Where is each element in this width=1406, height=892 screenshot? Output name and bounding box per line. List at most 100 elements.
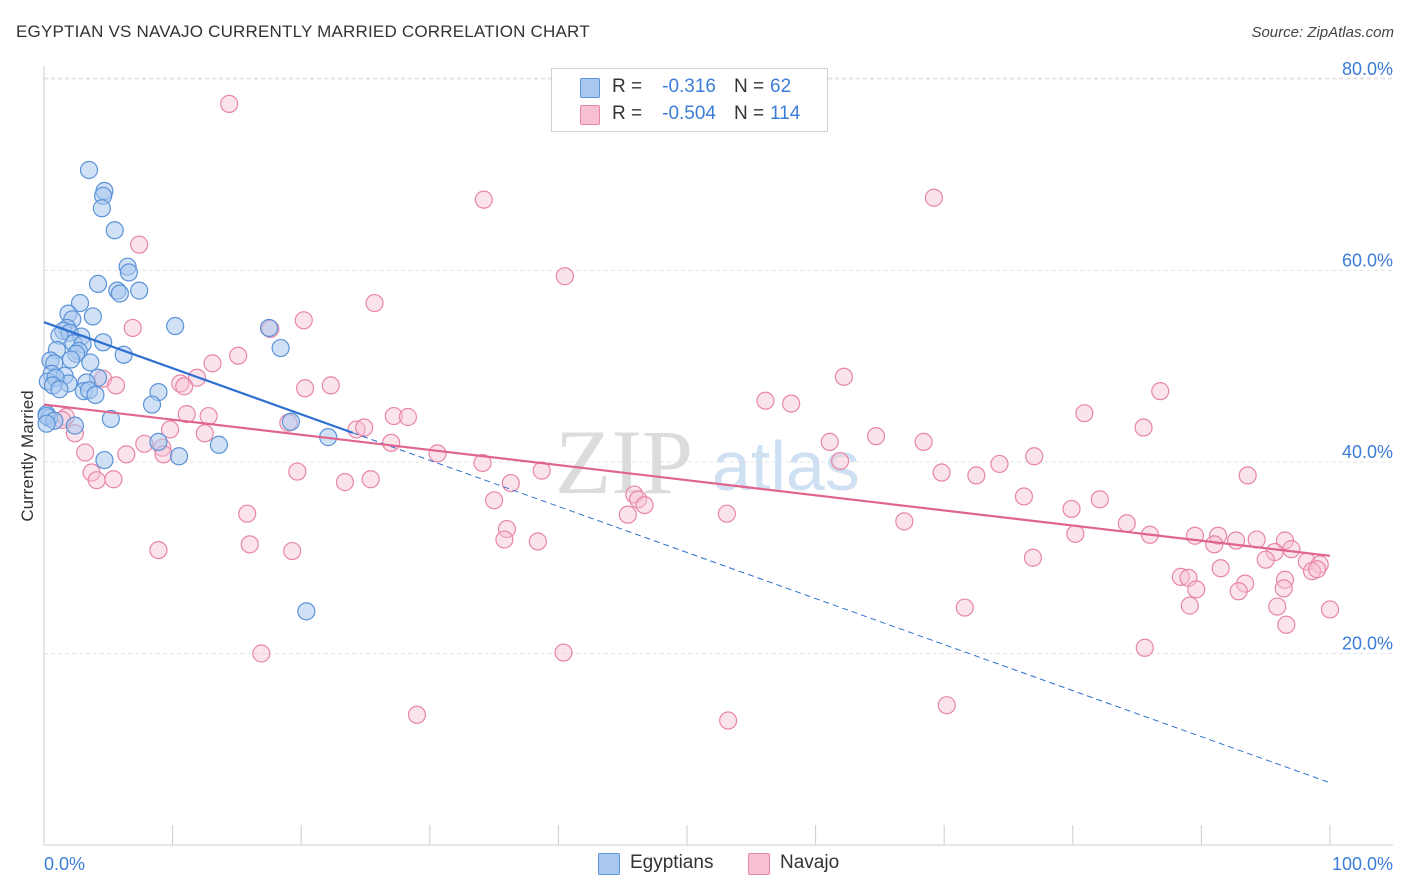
navajo-point [719,711,738,730]
navajo-point [288,462,307,481]
navajo-point [1256,550,1275,569]
navajo-swatch [580,105,600,125]
egyptians-point [281,412,301,431]
n-label: N = [734,76,765,97]
navajo-point [955,598,974,617]
navajo-point [1268,597,1287,616]
navajo-point [495,530,514,549]
navajo-point [967,466,986,485]
egyptians-point [166,316,185,336]
egyptians-point [105,221,124,240]
egyptians-point [81,353,100,372]
trend-layer [43,321,1331,784]
watermark-zip: ZIP [555,411,693,513]
navajo-point [240,535,259,554]
navajo-point [1025,447,1044,466]
grid-layer [44,77,1393,654]
navajo-point [106,376,126,395]
navajo-point [335,473,355,492]
navajo-point [365,293,384,313]
navajo-point [123,318,142,338]
egyptians-swatch [580,78,600,98]
navajo-point [76,443,95,462]
navajo-point [1205,535,1224,554]
egyptians-points [37,160,338,621]
navajo-point [252,644,271,663]
egyptians-point [259,318,279,338]
navajo-point [1066,524,1085,543]
navajo-point [834,367,853,386]
egyptians-point [169,447,189,466]
egyptians-point [83,307,102,326]
egyptians-trend-line [43,321,354,434]
egyptians-point [65,416,84,435]
navajo-point [229,346,248,365]
axis-layer: 20.0% 40.0% 60.0% 80.0% 0.0% 100.0% [43,59,1393,874]
navajo-point [1274,579,1293,598]
navajo-point [428,444,447,463]
navajo-point [1180,596,1199,615]
navajo-point [1308,560,1327,579]
navajo-point [1277,615,1296,634]
navajo-trend-line [43,403,1331,557]
navajo-point [1117,514,1136,533]
y-tick-label: 40.0% [1342,442,1393,462]
x-tick-label: 100.0% [1332,854,1393,874]
navajo-point [294,311,313,330]
navajo-point [1320,600,1340,619]
egyptians-legend-swatch [598,853,620,875]
navajo-point [782,394,801,413]
navajo-point [635,495,654,515]
navajo-point [717,504,736,523]
n-label: N = [734,103,765,124]
navajo-point [1171,567,1190,587]
r-value: -0.504 [662,103,716,124]
navajo-point [321,376,340,395]
navajo-point [220,94,239,113]
navajo-point [501,473,520,493]
navajo-point [554,643,573,662]
navajo-legend-swatch [748,853,770,875]
navajo-point [914,432,933,451]
y-tick-label: 60.0% [1342,251,1393,271]
navajo-point [555,267,574,286]
n-value: 62 [770,76,792,97]
egyptians-point [209,435,228,454]
navajo-point [203,354,222,373]
egyptians-point [50,380,69,399]
egyptians-point [86,385,105,405]
egyptians-legend-label: Egyptians [630,852,714,873]
egyptians-point [88,274,108,294]
watermark: ZIP atlas [555,411,860,513]
navajo-point [937,696,956,715]
navajo-point [384,406,403,426]
navajo-point [1075,404,1094,423]
egyptians-point [149,432,168,451]
navajo-point [756,391,775,410]
navajo-point [407,705,427,724]
navajo-point [528,532,547,551]
egyptians-point [92,199,111,218]
navajo-point [866,427,886,446]
navajo-point [820,432,839,451]
navajo-point [618,505,637,524]
navajo-point [238,504,257,523]
navajo-point [382,433,401,452]
y-tick-label: 80.0% [1342,59,1393,79]
navajo-point [195,424,214,443]
r-label: R = [612,103,643,124]
navajo-point [295,379,315,398]
navajo-point [398,407,418,427]
navajo-point [160,420,180,439]
navajo-point [117,445,136,464]
navajo-point [473,453,492,473]
navajo-point [1209,526,1228,545]
stats-legend: R = -0.316 N = 62 R = -0.504 N = 114 [551,68,828,132]
egyptians-point [130,281,149,300]
navajo-point [1282,540,1301,559]
navajo-point [177,405,196,424]
legend-row-navajo: R = -0.504 N = 114 [552,102,827,126]
x-tick-label: 0.0% [44,854,85,874]
r-label: R = [612,76,643,97]
